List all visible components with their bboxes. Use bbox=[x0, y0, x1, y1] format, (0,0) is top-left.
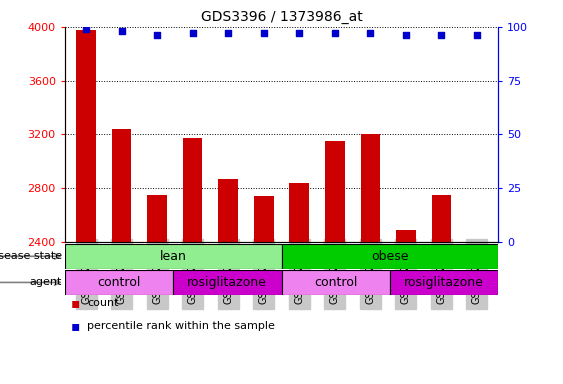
Point bbox=[259, 30, 268, 36]
Point bbox=[401, 32, 410, 38]
Point bbox=[437, 32, 446, 38]
Text: agent: agent bbox=[29, 277, 62, 288]
Bar bbox=[289, 183, 309, 242]
Bar bbox=[396, 230, 415, 242]
Bar bbox=[325, 141, 345, 242]
Bar bbox=[148, 195, 167, 242]
Bar bbox=[218, 179, 238, 242]
Text: control: control bbox=[314, 276, 358, 289]
Text: ▪: ▪ bbox=[70, 319, 80, 333]
Point bbox=[117, 28, 126, 34]
Text: disease state: disease state bbox=[0, 251, 62, 262]
Text: rosiglitazone: rosiglitazone bbox=[404, 276, 484, 289]
Point bbox=[295, 30, 304, 36]
Text: control: control bbox=[97, 276, 141, 289]
Bar bbox=[77, 30, 96, 242]
Bar bbox=[390, 270, 498, 295]
Bar bbox=[254, 196, 274, 242]
Bar bbox=[65, 244, 282, 269]
Bar bbox=[173, 270, 282, 295]
Bar bbox=[65, 270, 173, 295]
Point bbox=[188, 30, 197, 36]
Text: lean: lean bbox=[160, 250, 186, 263]
Point bbox=[82, 26, 91, 32]
Text: rosiglitazone: rosiglitazone bbox=[187, 276, 267, 289]
Bar bbox=[183, 139, 203, 242]
Point bbox=[366, 30, 375, 36]
Bar bbox=[282, 244, 498, 269]
Bar bbox=[360, 134, 380, 242]
Point bbox=[153, 32, 162, 38]
Bar bbox=[112, 129, 131, 242]
Text: obese: obese bbox=[371, 250, 409, 263]
Text: ▪: ▪ bbox=[70, 296, 80, 310]
Text: percentile rank within the sample: percentile rank within the sample bbox=[87, 321, 275, 331]
Title: GDS3396 / 1373986_at: GDS3396 / 1373986_at bbox=[200, 10, 363, 25]
Point bbox=[472, 32, 481, 38]
Point bbox=[224, 30, 233, 36]
Bar bbox=[282, 270, 390, 295]
Text: count: count bbox=[87, 298, 119, 308]
Bar bbox=[432, 195, 451, 242]
Point bbox=[330, 30, 339, 36]
